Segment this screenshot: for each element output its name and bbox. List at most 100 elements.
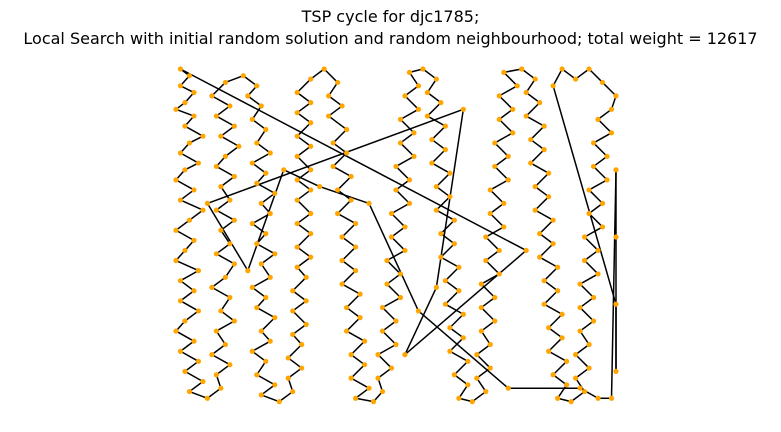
tour-edge [216,253,235,265]
tour-edge [220,135,240,147]
city-node [528,136,534,143]
tour-edge [453,360,469,376]
city-node [182,318,188,324]
tour-edge [417,310,509,389]
city-node [537,100,543,106]
tour-edge [440,256,460,268]
city-node [487,341,493,348]
city-node [406,200,413,206]
city-node [272,315,278,321]
city-node [379,304,386,311]
tour-edge [220,297,231,312]
city-node [546,194,552,200]
tour-edge [445,303,464,315]
city-node [330,140,336,146]
city-node [550,217,556,223]
city-node [344,328,350,334]
city-node [492,294,498,301]
tour-edge [539,219,554,235]
tour-edge [216,165,235,178]
tour-edge [287,357,303,369]
tour-edge [220,310,235,322]
tour-edge [588,68,604,83]
tour-edge [256,360,267,376]
tour-edge [180,68,527,252]
tour-edge [292,310,307,325]
tour-edge [530,125,545,141]
city-node [397,294,404,301]
city-node [456,288,462,294]
city-node [308,143,314,149]
tour-edge [350,377,370,389]
city-node [501,224,507,230]
city-node [532,184,538,190]
city-node [608,130,615,136]
city-node [415,106,422,112]
tour-edge [346,317,361,332]
city-node [370,399,377,405]
city-node [581,234,588,240]
city-node [487,365,493,371]
chart-title-line-2: Local Search with initial random solutio… [23,29,758,48]
city-node [465,358,471,364]
tour-edge [530,149,545,164]
city-node [586,341,592,348]
city-node [263,294,269,301]
tour-edge [382,296,401,309]
tour-edge [435,172,451,188]
tour-edge [534,196,550,211]
city-node [294,133,300,139]
tour-edge [435,185,451,198]
city-node [505,177,511,183]
city-node [514,83,520,89]
city-node [191,338,197,344]
city-node [572,76,579,82]
city-node [317,184,323,190]
city-node [577,304,583,311]
tour-edge [575,367,590,379]
city-node [254,140,260,146]
city-node [581,257,588,264]
city-node [384,281,390,287]
tour-edge [593,132,612,144]
tour-edge [382,320,397,332]
tour-edge [211,353,231,366]
city-node [213,113,219,119]
tour-edge [261,394,280,403]
city-node [177,348,184,354]
city-node [424,113,431,119]
tour-edge [476,377,487,392]
tour-edge [444,280,460,292]
tour-edge [588,179,608,191]
city-node [213,207,219,213]
tour-edge [426,91,442,104]
city-node [429,160,435,166]
city-node [344,150,350,156]
city-node [505,385,511,391]
tour-edge [449,313,464,329]
tour-edge [440,243,455,258]
tour-edge [471,390,487,403]
city-node [510,106,516,112]
tour-edge [431,149,446,164]
city-node [222,153,228,159]
tour-edge [341,259,357,272]
tour-edge [184,125,204,137]
tour-edge [539,233,554,245]
city-node [227,103,233,109]
city-node [465,382,471,388]
city-node [581,388,588,395]
city-node [344,126,350,133]
city-node [213,328,219,334]
city-node [245,268,251,274]
tour-edge [247,95,262,107]
tour-edge [588,202,603,215]
city-node [209,93,215,99]
tour-edge [400,132,415,144]
city-node [590,318,597,324]
city-node [550,83,556,89]
tour-edge [431,162,451,174]
tour-edge [292,300,307,312]
city-node [460,335,466,341]
tour-edge [184,310,199,322]
